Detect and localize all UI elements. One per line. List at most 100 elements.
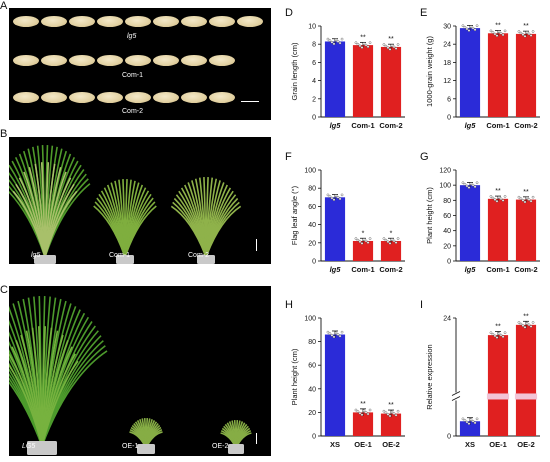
data-point xyxy=(334,331,338,335)
chart-e: E 1000-grain weight (g) 0 6 12 18 24 30 lg5 ** Com… xyxy=(418,4,548,139)
data-point xyxy=(388,48,392,51)
y-tick-label: 0 xyxy=(447,434,451,441)
data-point xyxy=(495,336,499,339)
y-tick-label: 4 xyxy=(312,78,316,85)
data-point xyxy=(368,237,372,240)
rice-grain xyxy=(209,16,235,27)
data-point xyxy=(467,422,471,425)
chart-e-svg: E 1000-grain weight (g) 0 6 12 18 24 30 lg5 ** Com… xyxy=(420,7,540,130)
data-point xyxy=(527,32,531,36)
data-point xyxy=(523,325,527,329)
panel-letter-a: A xyxy=(0,0,8,12)
y-tick-label: 40 xyxy=(443,228,451,235)
plant-leaf xyxy=(44,190,78,258)
data-point xyxy=(390,238,394,241)
data-point xyxy=(499,333,503,337)
x-tick-label: OE-1 xyxy=(489,440,507,449)
data-point xyxy=(519,197,523,201)
data-point xyxy=(336,333,340,336)
data-point xyxy=(354,41,358,45)
x-tick-label: Com-2 xyxy=(379,121,402,130)
data-point xyxy=(396,43,400,46)
data-point xyxy=(525,321,529,325)
bar-lg5 xyxy=(459,185,481,261)
data-point xyxy=(364,239,368,243)
data-point xyxy=(338,41,342,45)
data-point xyxy=(491,196,495,200)
bar-xs xyxy=(459,421,481,436)
y-tick-label: 80 xyxy=(308,339,316,346)
data-point xyxy=(358,44,362,48)
label-lg5-plant: lg5 xyxy=(31,252,41,259)
panel-letter-i: I xyxy=(420,299,423,311)
y-tick-label: 6 xyxy=(447,96,451,103)
data-point xyxy=(384,44,388,48)
y-tick-label: 24 xyxy=(443,42,451,49)
significance-label: ** xyxy=(388,402,394,409)
data-point xyxy=(332,42,336,46)
data-point xyxy=(499,31,503,35)
data-point xyxy=(392,412,396,415)
data-point xyxy=(525,30,529,34)
y-tick-label: 18 xyxy=(443,60,451,67)
data-point xyxy=(334,194,338,198)
data-point xyxy=(471,183,475,187)
data-point xyxy=(469,418,473,421)
rice-grain xyxy=(41,55,67,66)
data-point xyxy=(527,198,531,201)
data-point xyxy=(392,45,396,49)
x-tick-label: Com-1 xyxy=(351,265,374,274)
data-point xyxy=(469,182,473,185)
data-point xyxy=(386,46,390,50)
y-axis-label: 1000-grain weight (g) xyxy=(425,36,434,107)
significance-label: ** xyxy=(523,189,529,196)
data-point xyxy=(489,195,493,198)
data-point xyxy=(330,40,334,44)
bar-lg5 xyxy=(324,197,346,261)
data-point xyxy=(519,322,523,326)
data-point xyxy=(356,410,360,413)
data-point xyxy=(475,417,479,421)
label-com2-plant: Com-2 xyxy=(188,252,210,259)
label-com1-grains: Com-1 xyxy=(122,72,144,79)
data-point xyxy=(497,30,501,33)
rice-grain xyxy=(209,55,235,66)
data-point xyxy=(517,30,521,33)
data-point xyxy=(356,238,360,242)
data-point xyxy=(390,410,394,414)
rice-grain xyxy=(237,16,263,27)
data-point xyxy=(388,242,392,245)
data-point xyxy=(471,419,475,423)
y-tick-label: 100 xyxy=(439,183,451,190)
chart-i-svg: I Relative expression 0 24 XS ** OE-1 ** OE-2 xyxy=(420,299,540,449)
data-point xyxy=(328,332,332,336)
data-point xyxy=(354,237,358,240)
bar-lg5 xyxy=(459,28,481,117)
bar-oe-2 xyxy=(380,413,402,436)
data-point xyxy=(340,193,344,197)
data-point xyxy=(336,196,340,199)
y-tick-label: 12 xyxy=(443,78,451,85)
y-tick-label: 0 xyxy=(312,259,316,266)
plant-pot xyxy=(228,444,244,454)
data-point xyxy=(362,42,366,45)
x-tick-label: lg5 xyxy=(465,265,477,274)
data-point xyxy=(489,331,493,335)
rice-grain xyxy=(181,55,207,66)
data-point xyxy=(362,409,366,413)
label-LG5-plant: LG5 xyxy=(22,443,36,450)
y-tick-label: 40 xyxy=(308,386,316,393)
data-point xyxy=(495,34,499,37)
data-point xyxy=(463,26,467,29)
chart-i: I Relative expression 0 24 XS ** OE-1 ** OE-2 xyxy=(418,296,548,458)
data-point xyxy=(465,27,469,31)
rice-grain xyxy=(97,55,123,66)
data-point xyxy=(469,25,473,28)
significance-label: ** xyxy=(360,401,366,408)
y-tick-label: 10 xyxy=(308,24,316,31)
y-axis-label: Plant height (cm) xyxy=(425,187,434,244)
x-tick-label: Com-2 xyxy=(514,121,537,130)
data-point xyxy=(529,34,533,37)
significance-label: ** xyxy=(388,36,394,43)
significance-label: ** xyxy=(495,324,501,331)
